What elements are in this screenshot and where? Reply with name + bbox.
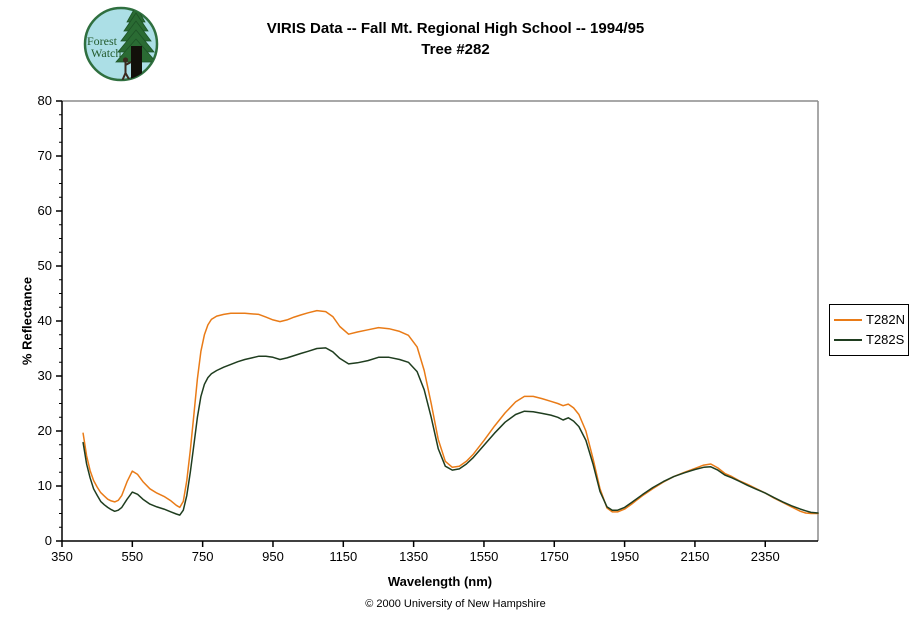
y-tick-label: 50 — [38, 258, 52, 273]
legend: T282N T282S — [829, 304, 909, 356]
y-tick-label: 40 — [38, 313, 52, 328]
chart-subtitle: Tree #282 — [421, 41, 490, 58]
x-tick-label: 2350 — [751, 549, 780, 564]
y-tick-label: 20 — [38, 423, 52, 438]
x-tick-label: 1550 — [469, 549, 498, 564]
legend-line-swatch-t282n — [834, 319, 862, 321]
y-axis-label: % Reflectance — [19, 276, 35, 366]
x-tick-label: 2150 — [680, 549, 709, 564]
y-tick-label: 80 — [38, 93, 52, 108]
copyright-text: © 2000 University of New Hampshire — [365, 598, 546, 610]
legend-item-t282n: T282N — [834, 313, 908, 327]
legend-label-t282s: T282S — [866, 332, 905, 347]
logo-tree-trunk — [131, 46, 142, 80]
y-tick-label: 30 — [38, 368, 52, 383]
y-tick-label: 0 — [45, 533, 52, 548]
logo-text-forest: Forest — [87, 34, 118, 48]
x-tick-label: 350 — [51, 549, 73, 564]
logo-text-watch: Watch — [91, 46, 121, 60]
y-tick-label: 70 — [38, 148, 52, 163]
y-tick-label: 10 — [38, 478, 52, 493]
chart-title: VIRIS Data -- Fall Mt. Regional High Sch… — [266, 20, 645, 37]
x-tick-label: 1150 — [329, 549, 357, 564]
x-tick-label: 750 — [192, 549, 214, 564]
legend-line-swatch-t282s — [834, 339, 862, 341]
y-ticks: 0 10 20 30 40 50 60 70 80 — [38, 93, 62, 548]
x-tick-label: 1950 — [610, 549, 639, 564]
y-tick-label: 60 — [38, 203, 52, 218]
logo-person-icon — [121, 57, 132, 80]
legend-label-t282n: T282N — [866, 312, 906, 327]
x-tick-label: 1750 — [540, 549, 569, 564]
series-line-t282s — [82, 347, 819, 516]
x-tick-label: 550 — [121, 549, 143, 564]
x-tick-label: 1350 — [399, 549, 428, 564]
series-line-t282n — [82, 309, 819, 515]
forest-watch-logo: Forest Watch — [83, 6, 159, 82]
x-axis-label: Wavelength (nm) — [387, 574, 493, 589]
legend-item-t282s: T282S — [834, 333, 908, 347]
logo-tree-icon — [115, 8, 157, 80]
x-ticks: 350 550 750 950 1150 1350 1550 1750 1950 2150 2350 — [51, 541, 780, 564]
x-tick-label: 950 — [262, 549, 284, 564]
